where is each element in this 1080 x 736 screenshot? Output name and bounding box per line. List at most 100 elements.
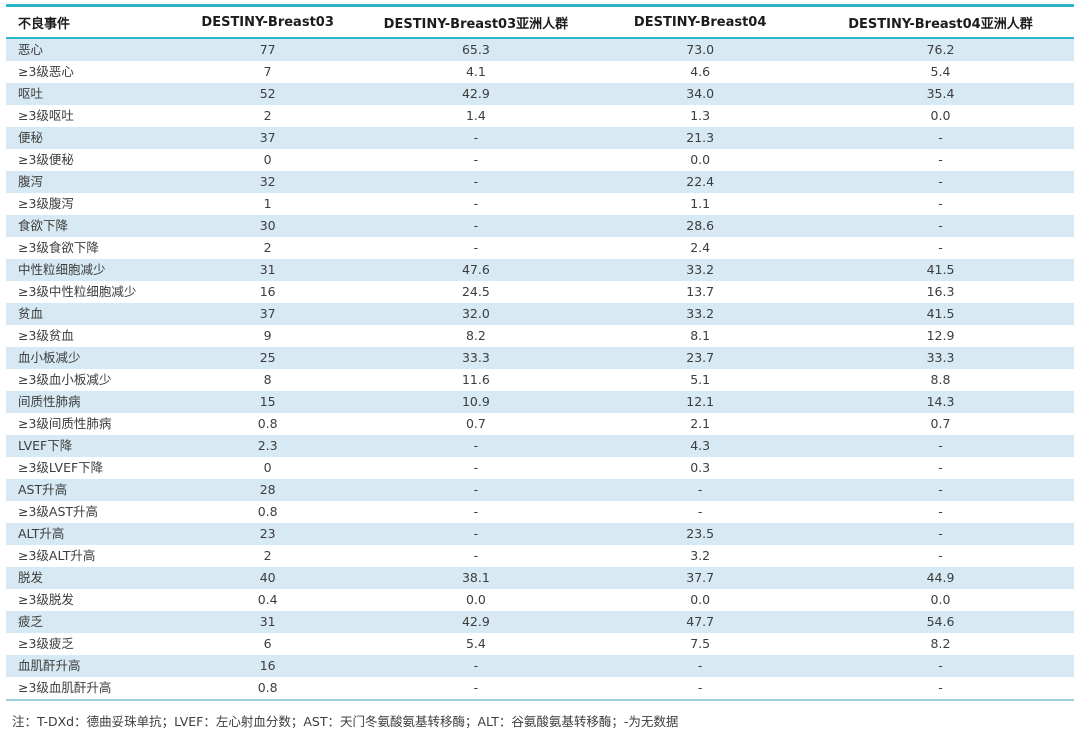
row-value: 0.3 (690, 460, 711, 475)
row-value: 16.3 (926, 284, 955, 299)
row-value: 28 (259, 482, 276, 497)
row-value: 47.6 (461, 262, 490, 277)
row-value: 76.2 (926, 42, 955, 57)
row-value: - (938, 174, 943, 189)
row-label: ≥3级恶心 (18, 64, 74, 79)
footnote: 注：T-DXd：德曲妥珠单抗；LVEF：左心射血分数；AST：天门冬氨酸氨基转移… (12, 714, 679, 729)
table-row: ≥3级腹泻 1 - 1.1 - (6, 193, 1074, 215)
table-row: 贫血 37 32.0 33.2 41.5 (6, 303, 1074, 325)
table-body: 恶心 77 65.3 73.0 76.2 ≥3级恶心 7 4.1 4.6 5.4 呕吐 52 42.9 3… (6, 38, 1074, 699)
column-header: DESTINY-Breast03亚洲人群 (358, 5, 594, 39)
row-value: 52 (259, 86, 276, 101)
row-value: 0.8 (257, 504, 278, 519)
row-value: 31 (259, 262, 276, 277)
table-row: ≥3级ALT升高 2 - 3.2 - (6, 545, 1074, 567)
row-value: 38.1 (461, 570, 490, 585)
row-value: 6 (263, 636, 272, 651)
row-value: - (938, 240, 943, 255)
row-value: 0.0 (690, 592, 711, 607)
table-row: 血小板减少 25 33.3 23.7 33.3 (6, 347, 1074, 369)
row-label: ≥3级AST升高 (18, 504, 99, 519)
row-label: AST升高 (18, 482, 68, 497)
row-value: - (938, 218, 943, 233)
row-value: - (473, 548, 479, 563)
row-label: ≥3级呕吐 (18, 108, 74, 123)
row-label: ≥3级间质性肺病 (18, 416, 112, 431)
row-value: 65.3 (461, 42, 490, 57)
row-value: 0.8 (257, 416, 278, 431)
row-value: - (473, 680, 479, 695)
row-value: 54.6 (926, 614, 955, 629)
table-row: ≥3级呕吐 2 1.4 1.3 0.0 (6, 105, 1074, 127)
row-label: 便秘 (18, 130, 44, 145)
row-value: 0.7 (465, 416, 486, 431)
row-value: 32.0 (461, 306, 490, 321)
row-value: 12.1 (686, 394, 715, 409)
row-value: 28.6 (686, 218, 715, 233)
table-row: 呕吐 52 42.9 34.0 35.4 (6, 83, 1074, 105)
row-value: - (938, 680, 943, 695)
row-label: 食欲下降 (18, 218, 69, 233)
row-label: 脱发 (18, 570, 44, 585)
table-row: ≥3级疲乏 6 5.4 7.5 8.2 (6, 633, 1074, 655)
row-value: 2.4 (690, 240, 711, 255)
row-value: 8.1 (690, 328, 711, 343)
row-value: 4.3 (690, 438, 711, 453)
row-value: 34.0 (686, 86, 715, 101)
row-value: 4.6 (690, 64, 711, 79)
row-value: 0.7 (930, 416, 951, 431)
row-label: ≥3级疲乏 (18, 636, 74, 651)
column-header: 不良事件 (6, 5, 177, 39)
row-value: 14.3 (926, 394, 955, 409)
row-value: 1.3 (690, 108, 711, 123)
row-label: 血小板减少 (18, 350, 81, 365)
row-value: 0 (263, 460, 272, 475)
table-row: ≥3级食欲下降 2 - 2.4 - (6, 237, 1074, 259)
row-value: 1 (263, 196, 272, 211)
row-value: 42.9 (461, 614, 490, 629)
row-value: 21.3 (686, 130, 715, 145)
row-value: 41.5 (926, 306, 955, 321)
row-value: 37 (259, 306, 276, 321)
row-value: - (473, 526, 479, 541)
table-row: LVEF下降 2.3 - 4.3 - (6, 435, 1074, 457)
row-label: 贫血 (18, 306, 44, 321)
row-label: ≥3级便秘 (18, 152, 74, 167)
table-row: ≥3级血肌酐升高 0.8 - - - (6, 677, 1074, 699)
row-label: 血肌酐升高 (18, 658, 81, 673)
row-value: 8 (263, 372, 272, 387)
row-value: 44.9 (926, 570, 955, 585)
row-label: 间质性肺病 (18, 394, 81, 409)
table-row: 便秘 37 - 21.3 - (6, 127, 1074, 149)
row-value: - (938, 658, 943, 673)
row-value: 0.8 (257, 680, 278, 695)
row-value: 37.7 (686, 570, 715, 585)
row-value: - (473, 240, 479, 255)
row-value: 23 (259, 526, 276, 541)
table-header-row: 不良事件 DESTINY-Breast03 DESTINY-Breast03亚洲人群… (6, 5, 1074, 39)
table-row: AST升高 28 - - - (6, 479, 1074, 501)
row-value: - (473, 482, 479, 497)
row-value: 5.1 (690, 372, 711, 387)
row-label: 疲乏 (18, 614, 44, 629)
row-label: ≥3级中性粒细胞减少 (18, 284, 137, 299)
row-value: 30 (259, 218, 276, 233)
table-row: ≥3级贫血 9 8.2 8.1 12.9 (6, 325, 1074, 347)
row-value: 47.7 (686, 614, 715, 629)
row-value: 2 (263, 108, 272, 123)
row-label: ≥3级LVEF下降 (18, 460, 104, 475)
row-value: 23.7 (686, 350, 715, 365)
row-value: 15 (259, 394, 276, 409)
row-label: ≥3级贫血 (18, 328, 74, 343)
row-value: - (473, 152, 479, 167)
row-value: - (938, 130, 943, 145)
row-value: - (938, 526, 943, 541)
row-value: 1.1 (690, 196, 711, 211)
row-value: 33.2 (686, 262, 715, 277)
table-row: ≥3级恶心 7 4.1 4.6 5.4 (6, 61, 1074, 83)
table-row: ≥3级便秘 0 - 0.0 - (6, 149, 1074, 171)
row-label: 呕吐 (18, 86, 44, 101)
row-value: 24.5 (461, 284, 490, 299)
row-label: ≥3级血小板减少 (18, 372, 112, 387)
row-value: 8.2 (930, 636, 951, 651)
